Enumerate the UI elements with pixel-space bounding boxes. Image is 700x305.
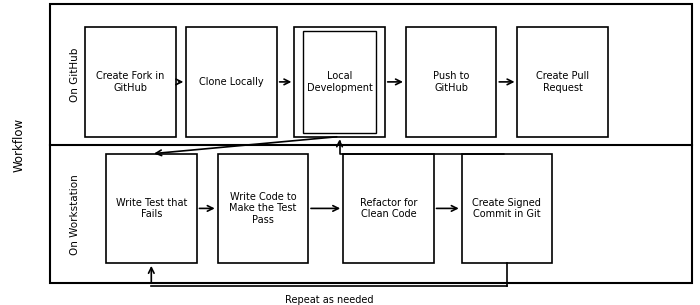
Text: Write Test that
Fails: Write Test that Fails [116, 198, 187, 219]
FancyBboxPatch shape [343, 154, 434, 263]
Text: Local
Development: Local Development [307, 71, 372, 93]
FancyBboxPatch shape [218, 154, 308, 263]
FancyBboxPatch shape [294, 27, 385, 137]
FancyBboxPatch shape [106, 154, 197, 263]
FancyBboxPatch shape [517, 27, 608, 137]
FancyBboxPatch shape [85, 27, 176, 137]
Text: Create Fork in
GitHub: Create Fork in GitHub [96, 71, 164, 93]
FancyBboxPatch shape [406, 27, 496, 137]
Text: Repeat as needed: Repeat as needed [285, 295, 373, 305]
Text: Push to
GitHub: Push to GitHub [433, 71, 469, 93]
Text: On Workstation: On Workstation [69, 174, 80, 255]
FancyBboxPatch shape [186, 27, 276, 137]
Text: Create Pull
Request: Create Pull Request [536, 71, 589, 93]
Text: Workflow: Workflow [13, 118, 25, 172]
Text: On GitHub: On GitHub [69, 48, 80, 102]
Text: Clone Locally: Clone Locally [199, 77, 264, 87]
Text: Refactor for
Clean Code: Refactor for Clean Code [360, 198, 417, 219]
FancyBboxPatch shape [461, 154, 552, 263]
FancyBboxPatch shape [50, 4, 692, 283]
Text: Write Code to
Make the Test
Pass: Write Code to Make the Test Pass [229, 192, 297, 225]
FancyBboxPatch shape [302, 31, 377, 133]
Text: Create Signed
Commit in Git: Create Signed Commit in Git [473, 198, 541, 219]
